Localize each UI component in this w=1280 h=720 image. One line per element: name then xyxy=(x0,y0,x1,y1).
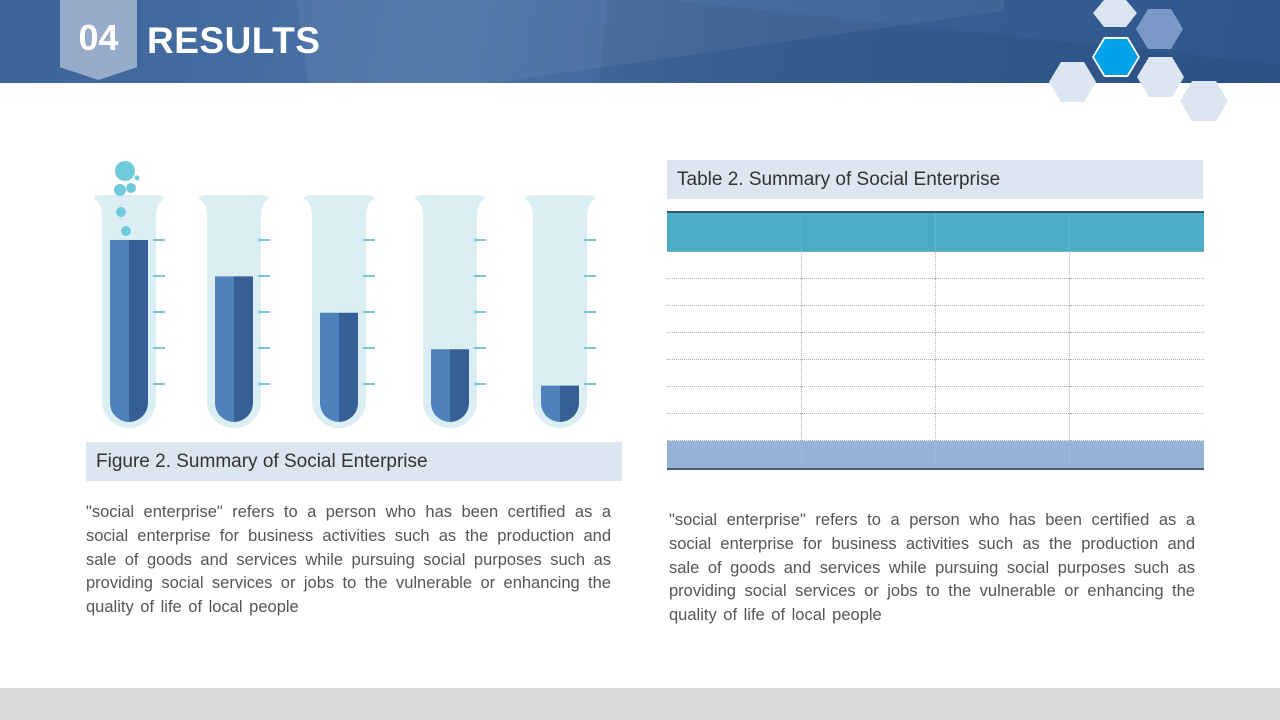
table-cell xyxy=(667,359,802,387)
hexagon-icon xyxy=(1094,39,1138,75)
table-cell xyxy=(800,359,936,387)
table-cell xyxy=(1069,278,1204,306)
hexagon-icon xyxy=(1049,62,1096,102)
hexagon-icon xyxy=(1136,9,1183,49)
tube-liquid-shade xyxy=(234,276,253,422)
table-cell xyxy=(934,251,1070,279)
tube-liquid-bar xyxy=(431,349,450,422)
table-cell xyxy=(800,278,936,306)
table-cell xyxy=(667,440,802,470)
bubble-icon xyxy=(115,161,135,181)
table-header-row xyxy=(667,211,1204,252)
table-header-cell xyxy=(1069,211,1204,252)
table-cell xyxy=(934,305,1070,333)
tube-liquid-shade xyxy=(129,240,148,422)
table-header-cell xyxy=(934,211,1070,252)
table-cell xyxy=(1069,332,1204,360)
hexagon-icon xyxy=(1180,81,1228,121)
table-caption: Table 2. Summary of Social Enterprise xyxy=(667,160,1203,199)
table-cell xyxy=(934,440,1070,470)
section-tab xyxy=(60,0,137,80)
table-row xyxy=(667,332,1204,360)
section-title: RESULTS xyxy=(147,20,321,61)
table-cell xyxy=(800,251,936,279)
hexagon-icon xyxy=(1137,57,1184,97)
figure-description: "social enterprise" refers to a person w… xyxy=(86,503,611,617)
table-row xyxy=(667,305,1204,333)
table-cell xyxy=(667,305,802,333)
table-row xyxy=(667,413,1204,441)
table-row xyxy=(667,278,1204,306)
table-cell xyxy=(667,332,802,360)
footer-bar xyxy=(0,688,1280,720)
table-cell xyxy=(934,386,1070,414)
table-cell xyxy=(800,440,936,470)
bubble-icon xyxy=(126,183,136,193)
bubble-icon xyxy=(121,226,131,236)
table-row xyxy=(667,359,1204,387)
table-cell xyxy=(1069,359,1204,387)
figure-caption: Figure 2. Summary of Social Enterprise xyxy=(86,442,622,481)
table-total-row xyxy=(667,440,1204,470)
table-cell xyxy=(1069,305,1204,333)
table-cell xyxy=(1069,440,1204,470)
table-cell xyxy=(667,251,802,279)
table-cell xyxy=(934,332,1070,360)
test-tube-5 xyxy=(525,195,595,428)
table-cell xyxy=(667,413,802,441)
header-banner: 04 RESULTS xyxy=(0,0,1280,83)
table-cell xyxy=(934,278,1070,306)
summary-table xyxy=(667,211,1204,470)
table-cell xyxy=(934,413,1070,441)
table-cell xyxy=(667,386,802,414)
hexagon-decoration xyxy=(1049,0,1228,121)
table-cell xyxy=(1069,251,1204,279)
table-cell xyxy=(800,332,936,360)
tube-liquid-bar xyxy=(320,312,339,422)
bubble-icon xyxy=(134,175,140,181)
hexagon-icon xyxy=(1093,0,1137,27)
table-row xyxy=(667,251,1204,279)
table-cell xyxy=(800,305,936,333)
table-row xyxy=(667,386,1204,414)
table-cell xyxy=(934,359,1070,387)
table-cell xyxy=(800,386,936,414)
test-tube-chart xyxy=(94,161,596,428)
tube-liquid-shade xyxy=(450,349,469,422)
tube-liquid-shade xyxy=(560,385,579,422)
table-cell xyxy=(667,278,802,306)
section-number: 04 xyxy=(78,17,119,58)
table-description: "social enterprise" refers to a person w… xyxy=(669,511,1195,625)
tube-liquid-bar xyxy=(110,240,129,422)
bubble-icon xyxy=(114,184,126,196)
table-cell xyxy=(1069,413,1204,441)
tube-liquid-bar xyxy=(215,276,234,422)
table-cell xyxy=(800,413,936,441)
table-header-cell xyxy=(667,211,802,252)
tube-liquid-shade xyxy=(339,312,358,422)
bubble-icon xyxy=(116,207,126,217)
table-cell xyxy=(1069,386,1204,414)
tube-liquid-bar xyxy=(541,385,560,422)
table-header-cell xyxy=(800,211,936,252)
